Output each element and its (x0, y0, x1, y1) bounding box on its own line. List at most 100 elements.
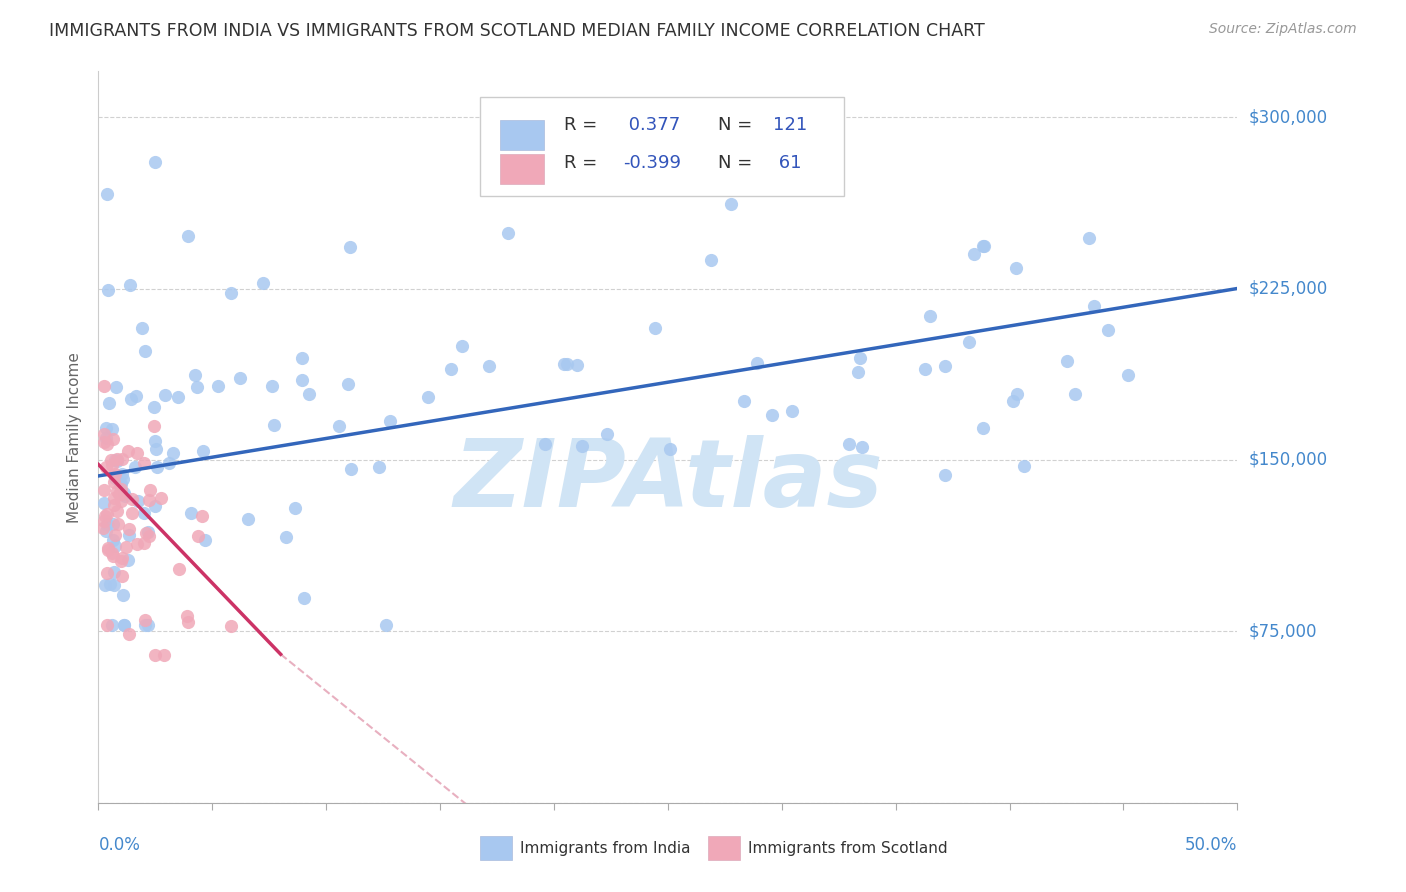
Point (135, 526, 157, 541)
Point (143, 499, 166, 513)
Point (118, 527, 141, 541)
Point (96, 516, 118, 531)
Point (104, 380, 127, 394)
Point (136, 617, 159, 632)
Point (111, 551, 134, 566)
Point (112, 617, 135, 632)
Text: 0.0%: 0.0% (98, 836, 141, 854)
Point (846, 366, 869, 380)
Point (143, 400, 166, 414)
Point (920, 310, 942, 324)
Point (103, 475, 125, 489)
Bar (501, 120, 544, 150)
Point (107, 516, 129, 531)
Point (146, 460, 169, 475)
Point (103, 578, 125, 592)
Point (103, 539, 125, 553)
Point (274, 530, 297, 544)
Text: N =: N = (718, 116, 758, 134)
Point (105, 451, 128, 466)
Point (553, 357, 575, 371)
Point (125, 536, 148, 550)
Point (132, 507, 155, 521)
Point (118, 627, 141, 641)
Point (478, 359, 501, 373)
Point (152, 648, 174, 662)
Point (914, 362, 936, 376)
Point (339, 240, 361, 254)
Point (176, 609, 198, 624)
Point (416, 390, 439, 404)
Point (236, 512, 259, 526)
Point (207, 379, 229, 393)
Point (555, 357, 578, 371)
Point (110, 554, 132, 568)
Point (761, 408, 783, 422)
Point (934, 468, 956, 483)
Point (219, 286, 242, 301)
Point (292, 591, 315, 605)
Point (93, 434, 115, 449)
Text: Immigrants from Scotland: Immigrants from Scotland (748, 840, 948, 855)
Point (733, 394, 755, 409)
Point (134, 613, 156, 627)
Point (180, 507, 202, 521)
Point (262, 379, 284, 393)
Point (153, 388, 176, 402)
Point (149, 491, 172, 506)
Point (565, 358, 588, 372)
Point (184, 368, 207, 383)
Point (101, 546, 124, 560)
Point (101, 533, 124, 547)
Point (96, 566, 118, 581)
Point (596, 427, 619, 442)
Point (1005, 260, 1028, 275)
Point (571, 439, 593, 453)
Point (94, 509, 117, 524)
Point (134, 617, 156, 632)
Point (91, 521, 114, 535)
Point (104, 471, 127, 485)
Point (972, 421, 994, 435)
Point (851, 440, 873, 454)
FancyBboxPatch shape (479, 97, 845, 195)
Point (118, 523, 141, 537)
Point (934, 359, 956, 373)
Text: -0.399: -0.399 (623, 153, 682, 172)
Point (132, 456, 155, 470)
Point (745, 356, 768, 370)
Point (143, 648, 166, 663)
Text: ZIPAtlas: ZIPAtlas (453, 435, 883, 527)
Point (1063, 387, 1085, 401)
Point (134, 343, 156, 358)
Point (533, 437, 555, 451)
Text: R =: R = (564, 116, 603, 134)
Point (191, 508, 214, 523)
Point (105, 454, 128, 468)
Y-axis label: Median Family Income: Median Family Income (67, 351, 83, 523)
Point (973, 239, 995, 253)
Text: N =: N = (718, 153, 758, 172)
Point (93, 514, 115, 528)
Bar (479, 837, 512, 860)
Point (101, 458, 124, 472)
Point (93, 483, 115, 497)
Point (837, 437, 859, 451)
Text: 61: 61 (773, 153, 801, 172)
Point (1097, 322, 1119, 336)
Text: 50.0%: 50.0% (1185, 836, 1237, 854)
Point (108, 487, 131, 501)
Point (194, 533, 217, 547)
Text: Source: ZipAtlas.com: Source: ZipAtlas.com (1209, 22, 1357, 37)
Point (127, 494, 149, 508)
Point (104, 453, 127, 467)
Point (187, 529, 209, 543)
Text: Immigrants from India: Immigrants from India (520, 840, 690, 855)
Point (110, 494, 132, 508)
Point (291, 351, 314, 365)
Point (720, 197, 742, 211)
Point (96, 524, 118, 539)
Point (96, 508, 118, 522)
Point (100, 617, 122, 632)
Point (138, 529, 160, 543)
